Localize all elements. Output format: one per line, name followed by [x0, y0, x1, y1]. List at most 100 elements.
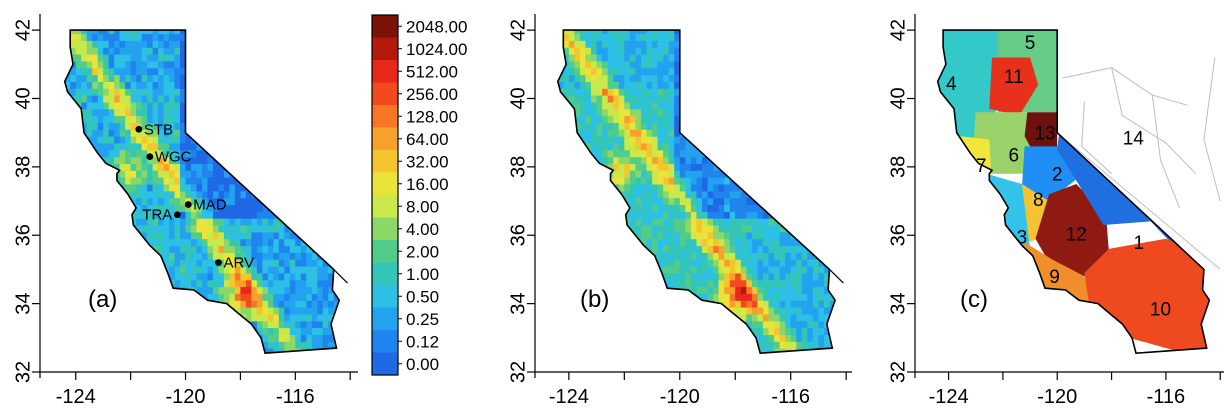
x-tick-label: -116 — [276, 386, 315, 408]
colorbar-label: 2.00 — [406, 242, 439, 261]
panel-b-axes: -124 -120 -116 32 34 36 38 40 42 — [507, 14, 852, 408]
y-tick-label: 34 — [507, 292, 529, 314]
colorbar-swatch — [372, 82, 398, 106]
colorbar-label: 256.00 — [406, 85, 458, 104]
station-dot — [135, 125, 143, 133]
colorbar-swatch — [372, 285, 398, 308]
panel-a-nevada-border — [333, 268, 348, 284]
y-tick-label: 34 — [887, 292, 909, 314]
region-label: 2 — [1052, 164, 1063, 185]
x-tick-label: -120 — [1037, 386, 1077, 408]
colorbar-swatch — [372, 195, 398, 218]
region-label: 1 — [1133, 233, 1144, 254]
colorbar-swatch — [372, 172, 398, 196]
colorbar-swatch — [372, 217, 398, 241]
region-label: 10 — [1150, 299, 1171, 320]
panel-b-nevada-border — [829, 268, 844, 284]
colorbar-label: 4.00 — [406, 220, 439, 239]
panel-c-county-lines — [1056, 30, 1221, 270]
y-tick-label: 36 — [887, 224, 909, 246]
station-dot — [184, 201, 192, 208]
colorbar-label: 0.12 — [406, 332, 439, 351]
colorbar-label: 16.00 — [406, 175, 449, 194]
x-tick-label: -124 — [549, 386, 589, 408]
station-label: TRA — [142, 207, 172, 224]
y-tick-label: 40 — [12, 87, 34, 109]
region-11 — [989, 57, 1039, 116]
colorbar-swatch — [372, 262, 398, 286]
panel-c-california-outline — [936, 29, 1211, 355]
region-label: 6 — [1008, 146, 1019, 167]
x-tick-label: -116 — [771, 386, 810, 408]
region-12 — [1035, 184, 1109, 277]
colorbar-swatch — [372, 240, 398, 263]
station-label: MAD — [193, 196, 227, 213]
station-label: STB — [144, 121, 173, 138]
colorbar-swatch — [372, 307, 398, 331]
region-label: 7 — [976, 156, 987, 177]
y-tick-label: 42 — [887, 19, 909, 41]
colorbar-label: 0.00 — [406, 355, 439, 374]
panel-b-label: (b) — [580, 286, 609, 313]
colorbar-label: 2048.00 — [406, 17, 467, 36]
y-tick-label: 36 — [507, 224, 529, 246]
y-tick-label: 38 — [507, 156, 529, 178]
colorbar-label: 64.00 — [406, 130, 449, 149]
x-tick-label: -116 — [1147, 386, 1186, 408]
y-tick-label: 42 — [507, 19, 529, 41]
station-label: WGC — [155, 149, 192, 166]
colorbar-swatch — [372, 105, 398, 128]
y-tick-label: 32 — [12, 361, 34, 383]
x-tick-label: -124 — [56, 386, 96, 408]
region-label: 13 — [1034, 123, 1055, 144]
panel-c-label: (c) — [960, 286, 988, 313]
colorbar: 2048.00 1024.00 512.00 256.00 128.00 64.00 32.… — [371, 14, 467, 376]
region-label: 4 — [946, 74, 957, 95]
region-label: 5 — [1025, 33, 1036, 54]
x-tick-label: -120 — [166, 386, 206, 408]
station-dot — [173, 211, 181, 219]
y-tick-label: 38 — [887, 156, 909, 178]
panel-a-stations: STB WGC MAD TRA ARV — [135, 121, 254, 272]
colorbar-label: 32.00 — [406, 152, 449, 171]
station-label: ARV — [223, 255, 254, 272]
colorbar-swatch — [372, 330, 398, 353]
panel-a-california-outline — [63, 29, 341, 355]
colorbar-label: 1024.00 — [406, 40, 467, 59]
colorbar-label: 1.00 — [406, 265, 439, 284]
panel-a: STB WGC MAD TRA ARV (a) -124 -120 -116 32 34 36 38… — [12, 14, 358, 408]
station-dot — [146, 153, 154, 161]
region-label: 8 — [1033, 190, 1044, 211]
x-tick-label: -120 — [660, 386, 700, 408]
y-tick-label: 32 — [507, 361, 529, 383]
x-tick-label: -124 — [929, 386, 969, 408]
region-label: 3 — [1017, 228, 1028, 249]
colorbar-label: 512.00 — [406, 62, 458, 81]
y-tick-label: 42 — [12, 19, 34, 41]
colorbar-label: 8.00 — [406, 197, 439, 216]
station-dot — [215, 259, 222, 266]
y-tick-label: 34 — [12, 292, 34, 314]
colorbar-label: 0.50 — [406, 287, 439, 306]
y-tick-label: 36 — [12, 224, 34, 246]
colorbar-swatch — [372, 127, 398, 151]
y-tick-label: 32 — [887, 361, 909, 383]
colorbar-swatch — [372, 150, 398, 173]
colorbar-swatch — [372, 15, 398, 38]
colorbar-swatch — [372, 37, 398, 61]
panel-a-axes: -124 -120 -116 32 34 36 38 40 42 — [12, 14, 358, 408]
colorbar-label: 0.25 — [406, 310, 439, 329]
region-label: 14 — [1123, 129, 1145, 150]
y-tick-label: 38 — [12, 156, 34, 178]
panel-b-california-outline — [556, 29, 836, 355]
colorbar-swatch — [372, 352, 398, 376]
y-tick-label: 40 — [887, 87, 909, 109]
panel-b: (b) -124 -120 -116 32 34 36 38 40 42 — [507, 14, 852, 408]
colorbar-label: 128.00 — [406, 107, 458, 126]
colorbar-swatch — [372, 60, 398, 83]
region-label: 9 — [1049, 267, 1060, 288]
